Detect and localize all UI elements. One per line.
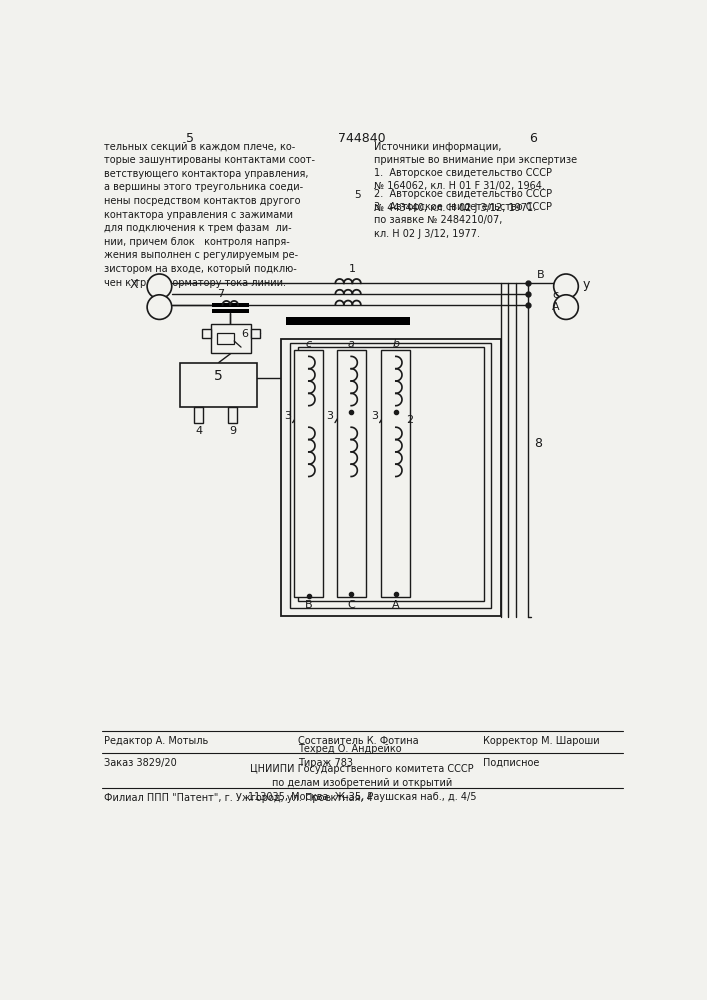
Text: 2: 2 [407,415,414,425]
Bar [381,350,411,597]
Bar [194,407,204,423]
Text: Тираж 783: Тираж 783 [298,758,353,768]
Bar [281,339,501,616]
Text: 3.  Авторское свидетельство СССР
по заявке № 2484210/07,
кл. Н 02 J 3/12, 1977.: 3. Авторское свидетельство СССР по заявк… [373,202,551,239]
Text: 2.  Авторское свидетельство СССР
№ 443440, кл. Н 02 J 3/12, 1971.: 2. Авторское свидетельство СССР № 443440… [373,189,551,213]
Text: тельных секций в каждом плече, ко-
торые зашунтированы контактами соот-
ветствую: тельных секций в каждом плече, ко- торые… [104,142,315,288]
Bar [211,324,251,353]
Bar [180,363,257,407]
Text: 3: 3 [327,411,334,421]
Text: 5: 5 [354,190,361,200]
Text: C: C [347,600,355,610]
Bar [291,343,491,608]
Text: B: B [305,600,312,610]
Text: 5: 5 [214,369,223,383]
Bar [251,329,260,338]
Text: a: a [348,339,355,349]
Text: c: c [305,339,312,349]
Text: y: y [583,278,590,291]
Text: 6: 6 [241,329,248,339]
Text: 1.  Авторское свидетельство СССР
№ 164062, кл. Н 01 F 31/02, 1964.: 1. Авторское свидетельство СССР № 164062… [373,168,551,191]
Text: 744840: 744840 [338,132,386,145]
Text: 8: 8 [534,437,542,450]
Text: 7: 7 [218,289,225,299]
Text: Редактор А. Мотыль: Редактор А. Мотыль [104,736,209,746]
Bar [298,347,484,601]
Text: Техред О. Андрейко: Техред О. Андрейко [298,744,402,754]
Text: Филиал ППП "Патент", г. Ужгород, ул. Проектная, 4: Филиал ППП "Патент", г. Ужгород, ул. Про… [104,793,373,803]
Circle shape [147,274,172,299]
Text: 9: 9 [229,426,236,436]
Bar [337,350,366,597]
Text: X: X [129,278,139,291]
Bar [212,303,249,307]
Text: Заказ 3829/20: Заказ 3829/20 [104,758,177,768]
Text: Корректор М. Шароши: Корректор М. Шароши [483,736,600,746]
Text: B: B [537,270,544,280]
Bar [228,407,238,423]
Text: 3: 3 [284,411,291,421]
Text: c: c [552,290,559,300]
Text: 5: 5 [186,132,194,145]
Text: ЦНИИПИ Государственного комитета СССР
по делам изобретений и открытий
113035, Мо: ЦНИИПИ Государственного комитета СССР по… [247,764,477,802]
Circle shape [147,295,172,319]
Circle shape [554,295,578,319]
Bar [201,329,211,338]
Text: A: A [552,302,560,312]
Text: b: b [392,339,399,349]
Text: 3: 3 [371,411,378,421]
Bar [294,350,324,597]
Bar [212,309,249,312]
Text: 4: 4 [195,426,202,436]
Text: 1: 1 [349,264,356,274]
Text: Составитель К. Фотина: Составитель К. Фотина [298,736,419,746]
Bar [217,333,234,344]
Bar [286,317,409,325]
Text: Подписное: Подписное [483,758,539,768]
Circle shape [554,274,578,299]
Text: 6: 6 [529,132,537,145]
Text: A: A [392,600,399,610]
Text: Источники информации,
принятые во внимание при экспертизе: Источники информации, принятые во вниман… [373,142,577,165]
